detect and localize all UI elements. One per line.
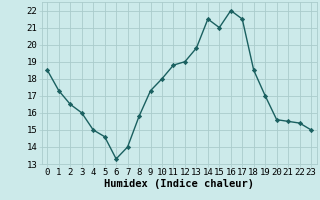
X-axis label: Humidex (Indice chaleur): Humidex (Indice chaleur)	[104, 179, 254, 189]
